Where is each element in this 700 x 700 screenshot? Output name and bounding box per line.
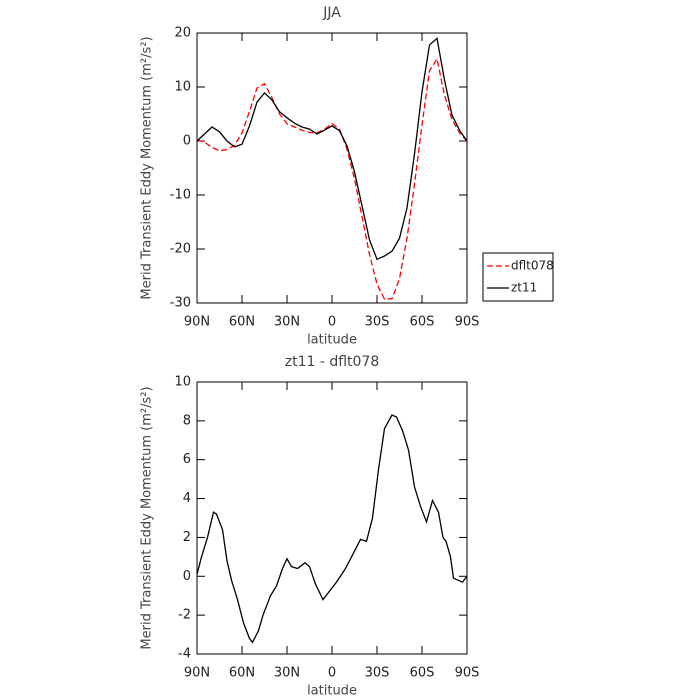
x-tick-label: 90N: [184, 315, 210, 330]
x-tick-label: 30S: [365, 666, 390, 681]
x-tick-label: 60N: [229, 315, 255, 330]
legend-box: [482, 252, 554, 302]
x-tick-label: 60S: [410, 666, 435, 681]
data-line: [196, 37, 468, 261]
y-tick-label: -30: [170, 296, 191, 311]
x-tick-label: 0: [328, 666, 336, 681]
x-axis-label: latitude: [307, 333, 357, 348]
x-tick-label: 30N: [274, 666, 300, 681]
x-tick-label: 90N: [184, 666, 210, 681]
data-line: [196, 414, 468, 644]
x-tick-label: 90S: [455, 315, 480, 330]
x-tick-label: 60N: [229, 666, 255, 681]
y-tick-label: -20: [170, 242, 191, 257]
y-tick-label: 0: [183, 569, 191, 584]
x-axis-label: latitude: [307, 684, 357, 699]
y-tick-label: 6: [183, 452, 191, 467]
y-tick-label: 10: [174, 80, 191, 95]
x-tick-label: 0: [328, 315, 336, 330]
y-tick-label: 8: [183, 413, 191, 428]
chart-title: zt11 - dflt078: [285, 354, 380, 370]
chart-title: JJA: [322, 5, 341, 21]
x-tick-label: 30N: [274, 315, 300, 330]
y-tick-label: 10: [174, 375, 191, 390]
y-tick-label: -4: [178, 647, 191, 662]
plot-frame: [196, 32, 468, 304]
legend-label: dflt078: [511, 259, 554, 273]
y-tick-label: -10: [170, 188, 191, 203]
legend-label: zt11: [511, 281, 537, 295]
data-line: [196, 57, 468, 300]
y-tick-label: 0: [183, 134, 191, 149]
y-axis-label: Merid Transient Eddy Momentum (m²/s²): [140, 36, 155, 299]
y-tick-label: -2: [178, 608, 191, 623]
y-tick-label: 4: [183, 491, 191, 506]
x-tick-label: 60S: [410, 315, 435, 330]
plot-frame: [196, 381, 468, 655]
y-tick-label: 20: [174, 26, 191, 41]
y-tick-label: 2: [183, 530, 191, 545]
y-axis-label: Merid Transient Eddy Momentum (m²/s²): [140, 386, 155, 649]
x-tick-label: 90S: [455, 666, 480, 681]
x-tick-label: 30S: [365, 315, 390, 330]
